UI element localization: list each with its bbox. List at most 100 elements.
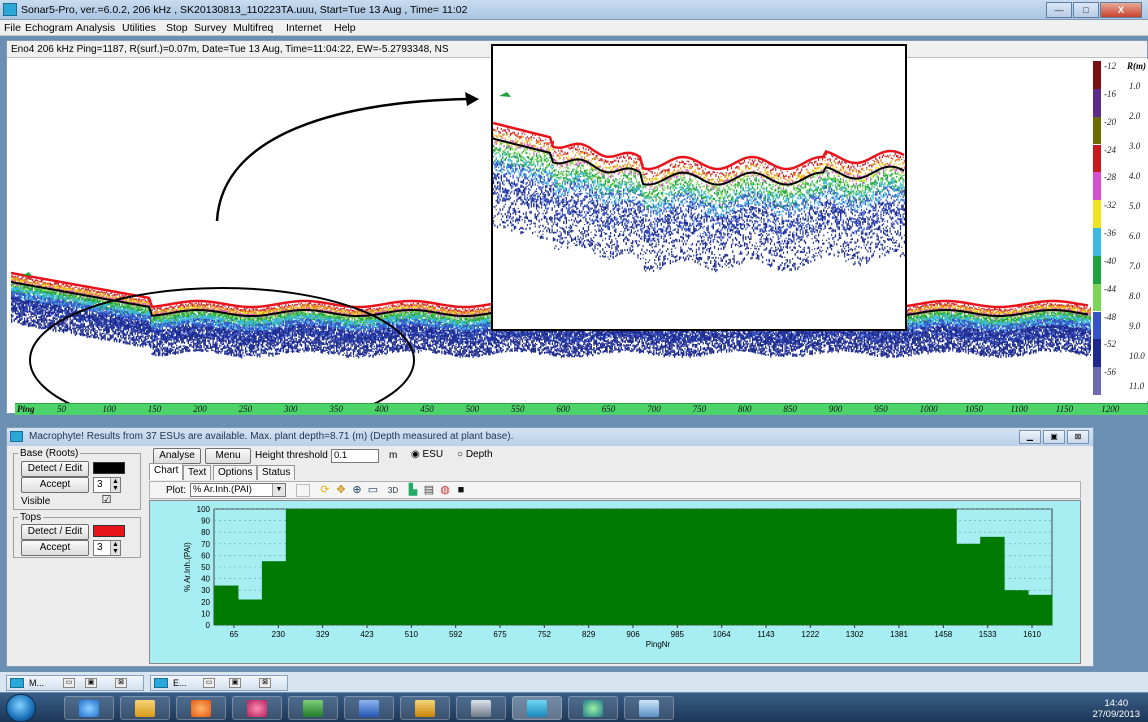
window-title: Sonar5-Pro, ver.=6.0.2, 206 kHz , SK2013…: [21, 4, 467, 16]
db-label: -16: [1104, 89, 1116, 99]
tops-spin[interactable]: 3 ▲ ▼: [93, 540, 121, 556]
tab-text[interactable]: Text: [183, 465, 212, 480]
db-label: -20: [1104, 117, 1116, 127]
zoomed-echogram: [493, 92, 905, 273]
start-button[interactable]: [6, 694, 36, 722]
maximize-button[interactable]: □: [1073, 2, 1099, 18]
bar-chart: 0 10 20 30 40 50 60 70 80 90 100 65 230 329 423 510 592 6…: [183, 505, 1053, 649]
color-swatch: [1093, 116, 1101, 145]
menu-analysis[interactable]: Analysis: [76, 22, 115, 34]
visible-checkbox[interactable]: ☑: [101, 495, 112, 507]
bar: [1028, 594, 1053, 625]
tops-detect-edit-button[interactable]: Detect / Edit: [21, 524, 89, 540]
move-icon[interactable]: ✥: [334, 484, 348, 497]
fish-target: [499, 92, 511, 97]
tab-chart[interactable]: Chart: [149, 463, 184, 480]
tool-icon[interactable]: [456, 696, 506, 720]
macro-minimize-button[interactable]: ▁: [1019, 430, 1041, 444]
mini-close-icon[interactable]: ⊠: [115, 678, 127, 688]
mini-max-icon[interactable]: ▣: [85, 678, 97, 688]
ping-tick: 1100: [1010, 404, 1027, 414]
menu-file[interactable]: File: [4, 22, 21, 34]
x-tick-label: 752: [538, 630, 552, 639]
mini-max-icon[interactable]: ▣: [229, 678, 241, 688]
menu-utilities[interactable]: Utilities: [122, 22, 156, 34]
explorer-icon[interactable]: [120, 696, 170, 720]
tops-spin-value: 3: [97, 542, 103, 553]
media-player-icon[interactable]: [176, 696, 226, 720]
db-label: -52: [1104, 339, 1116, 349]
menu-internet[interactable]: Internet: [286, 22, 322, 34]
base-color-swatch[interactable]: [93, 462, 125, 474]
export-icon[interactable]: ◍: [438, 484, 452, 497]
taskbar: 14:40 27/09/2013: [0, 692, 1148, 722]
mini-restore-icon[interactable]: ▭: [63, 678, 75, 688]
menu-help[interactable]: Help: [334, 22, 356, 34]
mini-window-macrophyte[interactable]: M... ▭ ▣ ⊠: [6, 675, 144, 691]
chart-edit-icon[interactable]: ▙: [406, 484, 420, 497]
menu-survey[interactable]: Survey: [194, 22, 227, 34]
excel-icon[interactable]: [288, 696, 338, 720]
x-tick-label: 1143: [757, 630, 775, 639]
menu-multifreq[interactable]: Multifreq: [233, 22, 273, 34]
save-icon[interactable]: ■: [454, 484, 468, 497]
cursor-icon[interactable]: [296, 484, 310, 497]
search-app-icon[interactable]: [568, 696, 618, 720]
x-tick-label: 230: [272, 630, 286, 639]
mini-close-icon[interactable]: ⊠: [259, 678, 271, 688]
bar: [764, 509, 790, 625]
outlook-icon[interactable]: [400, 696, 450, 720]
menu-bar: File Echogram Analysis Utilities Stop Su…: [0, 20, 1148, 36]
tab-options[interactable]: Options: [213, 465, 258, 480]
analyse-button[interactable]: Analyse: [153, 448, 201, 464]
bar: [333, 509, 359, 625]
3d-icon[interactable]: 3D: [386, 484, 400, 497]
macro-close-button[interactable]: ⊠: [1067, 430, 1089, 444]
echogram-window: Eno4 206 kHz Ping=1187, R(surf.)=0.07m, …: [6, 40, 1148, 415]
bar: [836, 509, 861, 625]
mini-window-label: E...: [173, 678, 187, 688]
frame-icon[interactable]: ▭: [366, 484, 380, 497]
mini-window-echogram[interactable]: E... ▭ ▣ ⊠: [150, 675, 288, 691]
ie-icon[interactable]: [64, 696, 114, 720]
bar: [573, 509, 598, 625]
bar: [932, 509, 957, 625]
tops-group: Tops: [13, 512, 141, 558]
y-tick-label: 60: [201, 551, 210, 560]
close-button[interactable]: X: [1100, 2, 1142, 18]
ping-tick: 1050: [965, 404, 983, 414]
ping-tick: 900: [829, 404, 843, 414]
ping-tick: 350: [329, 404, 343, 414]
system-clock: 14:40 27/09/2013: [1092, 698, 1140, 720]
esu-radio[interactable]: ◉ ESU: [411, 449, 443, 460]
ping-tick: 1150: [1056, 404, 1073, 414]
minimize-button[interactable]: —: [1046, 2, 1072, 18]
base-accept-button[interactable]: Accept: [21, 477, 89, 493]
tops-color-swatch[interactable]: [93, 525, 125, 537]
height-threshold-input[interactable]: 0.1: [331, 449, 379, 463]
depth-radio[interactable]: ○ Depth: [457, 449, 493, 460]
menu-button[interactable]: Menu: [205, 448, 251, 464]
plot-select[interactable]: % Ar.Inh.(PAI) ▼: [190, 483, 286, 497]
base-detect-edit-button[interactable]: Detect / Edit: [21, 461, 89, 477]
echogram-info: Eno4 206 kHz Ping=1187, R(surf.)=0.07m, …: [11, 44, 449, 55]
paint-icon[interactable]: [232, 696, 282, 720]
ping-axis: Ping 50 100 150 200 250 300 350 400 450 500 550 600…: [15, 403, 1148, 415]
sonar-app-icon[interactable]: [512, 696, 562, 720]
macro-maximize-button[interactable]: ▣: [1043, 430, 1065, 444]
print-icon[interactable]: ▤: [422, 484, 436, 497]
mini-restore-icon[interactable]: ▭: [203, 678, 215, 688]
base-spin[interactable]: 3 ▲ ▼: [93, 477, 121, 493]
plot-label: Plot:: [166, 485, 186, 496]
menu-echogram[interactable]: Echogram: [25, 22, 73, 34]
zoom-icon[interactable]: ⊕: [350, 484, 364, 497]
tops-accept-button[interactable]: Accept: [21, 540, 89, 556]
window-app-icon[interactable]: [624, 696, 674, 720]
rotate-icon[interactable]: ⟳: [318, 484, 332, 497]
word-icon[interactable]: [344, 696, 394, 720]
tab-status[interactable]: Status: [257, 465, 296, 480]
range-label: 9.0: [1129, 321, 1140, 331]
menu-stop[interactable]: Stop: [166, 22, 188, 34]
range-label: 10.0: [1129, 351, 1145, 361]
x-tick-label: 592: [449, 630, 463, 639]
